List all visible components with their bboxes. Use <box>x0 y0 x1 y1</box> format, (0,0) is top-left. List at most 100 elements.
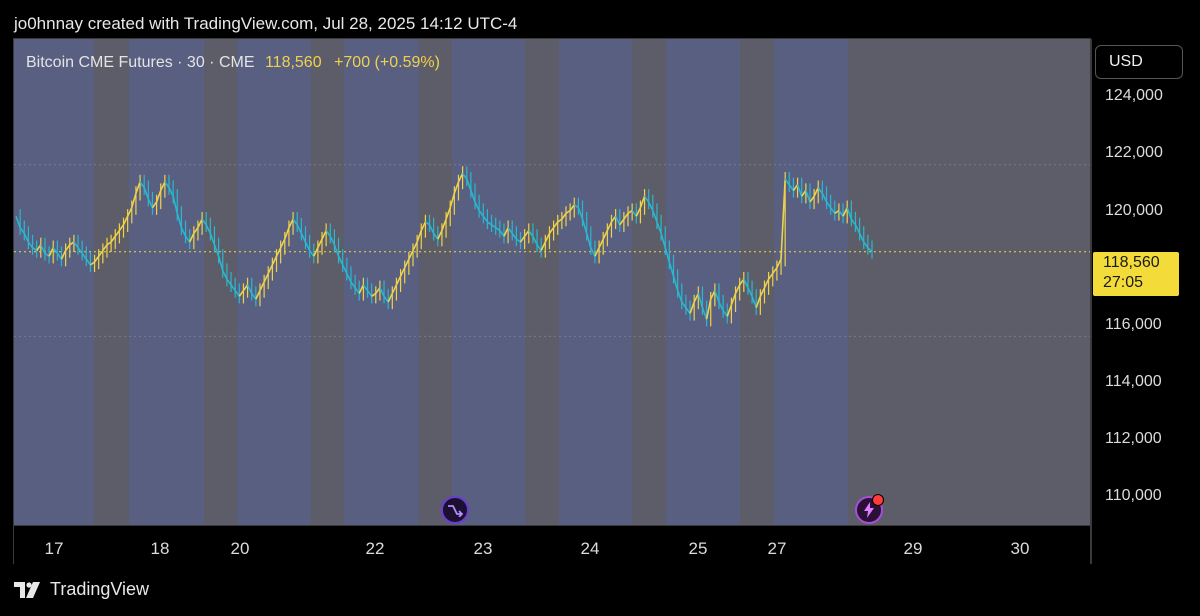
event-marker-icon[interactable] <box>441 496 469 524</box>
price-segment <box>60 250 67 260</box>
price-segment <box>507 227 513 234</box>
price-chart[interactable] <box>14 39 1090 525</box>
price-segment <box>792 184 799 191</box>
price-segment <box>275 247 282 257</box>
legend-price: 118,560 <box>264 54 322 71</box>
time-axis[interactable]: 17 18 20 22 23 24 25 27 29 30 <box>14 525 1090 564</box>
price-segment <box>606 221 613 231</box>
price-segment <box>292 218 298 226</box>
price-segment <box>755 296 762 309</box>
price-segment <box>503 227 509 237</box>
price-segment <box>85 258 92 266</box>
price-segment <box>457 173 464 183</box>
price-segment <box>718 301 724 311</box>
price-segment <box>747 287 753 297</box>
price-segment <box>585 233 592 248</box>
price-segment <box>647 201 654 211</box>
price-segment <box>544 233 551 243</box>
price-segment <box>714 290 720 303</box>
price-segment <box>155 190 162 203</box>
price-segment <box>495 227 501 232</box>
price-segment <box>193 227 199 234</box>
notification-dot <box>872 494 884 506</box>
price-segment <box>395 275 402 286</box>
price-segment <box>743 278 749 289</box>
price-segment <box>267 264 274 274</box>
price-segment <box>610 215 617 223</box>
price-segment <box>48 247 54 257</box>
price-segment <box>784 178 790 186</box>
symbol-legend[interactable]: Bitcoin CME Futures · 30 · CME 118,560 +… <box>26 54 440 72</box>
price-segment <box>333 244 340 257</box>
price-segment <box>362 284 369 292</box>
price-segment <box>867 247 873 253</box>
price-segment <box>424 221 430 226</box>
session-band <box>666 39 740 525</box>
price-segment <box>846 207 853 220</box>
price-segment <box>614 215 621 226</box>
price-segment <box>710 290 716 300</box>
price-segment <box>668 261 675 277</box>
price-segment <box>499 230 505 237</box>
price-segment <box>160 181 166 191</box>
price-segment <box>375 287 381 294</box>
price-segment <box>491 224 497 229</box>
price-segment <box>730 293 737 306</box>
price-segment <box>453 181 460 194</box>
chart-plot-area[interactable] <box>14 39 1090 525</box>
price-segment <box>639 195 646 208</box>
price-segment <box>685 307 691 314</box>
price-segment <box>511 232 518 240</box>
price-segment <box>619 218 625 226</box>
price-segment <box>122 215 129 226</box>
price-segment <box>664 247 671 263</box>
currency-button[interactable]: USD <box>1095 45 1183 79</box>
y-tick-label: 114,000 <box>1105 373 1162 391</box>
price-segment <box>652 210 658 223</box>
price-segment <box>581 218 588 234</box>
price-segment <box>387 293 394 303</box>
price-segment <box>383 295 389 303</box>
price-segment <box>825 201 832 209</box>
price-segment <box>313 247 319 257</box>
price-segment <box>52 247 59 254</box>
price-segment <box>89 261 96 266</box>
price-segment <box>854 224 861 234</box>
price-segment <box>151 201 158 209</box>
price-segment <box>767 272 774 280</box>
bar-countdown: 27:05 <box>1103 274 1144 291</box>
price-segment <box>465 178 472 191</box>
price-segment <box>230 284 236 292</box>
price-segment <box>366 290 373 297</box>
price-segment <box>627 209 633 215</box>
price-segment <box>118 224 125 232</box>
price-axis[interactable]: 124,000 122,000 120,000 116,000 114,000 112,0… <box>1091 39 1199 564</box>
price-segment <box>164 181 170 189</box>
price-segment <box>801 190 807 197</box>
price-segment <box>106 241 112 246</box>
session-band <box>344 39 419 525</box>
event-marker-icon[interactable] <box>855 494 884 524</box>
price-segment <box>32 247 38 252</box>
price-segment <box>631 210 637 217</box>
price-segment <box>69 241 75 246</box>
session-band <box>311 39 344 525</box>
x-tick-label: 22 <box>365 539 385 558</box>
price-segment <box>482 215 489 223</box>
price-segment <box>321 230 327 240</box>
price-segment <box>796 184 803 197</box>
price-segment <box>705 298 712 320</box>
price-segment <box>172 196 179 214</box>
price-segment <box>110 235 116 243</box>
price-segment <box>217 256 224 271</box>
price-segment <box>858 233 865 243</box>
price-segment <box>73 241 79 249</box>
price-segment <box>205 224 212 234</box>
price-segment <box>379 287 385 297</box>
price-segment <box>478 210 484 217</box>
session-band <box>632 39 666 525</box>
price-segment <box>15 215 21 228</box>
price-segment <box>565 209 571 215</box>
y-tick-label: 122,000 <box>1105 144 1163 162</box>
session-band <box>237 39 311 525</box>
